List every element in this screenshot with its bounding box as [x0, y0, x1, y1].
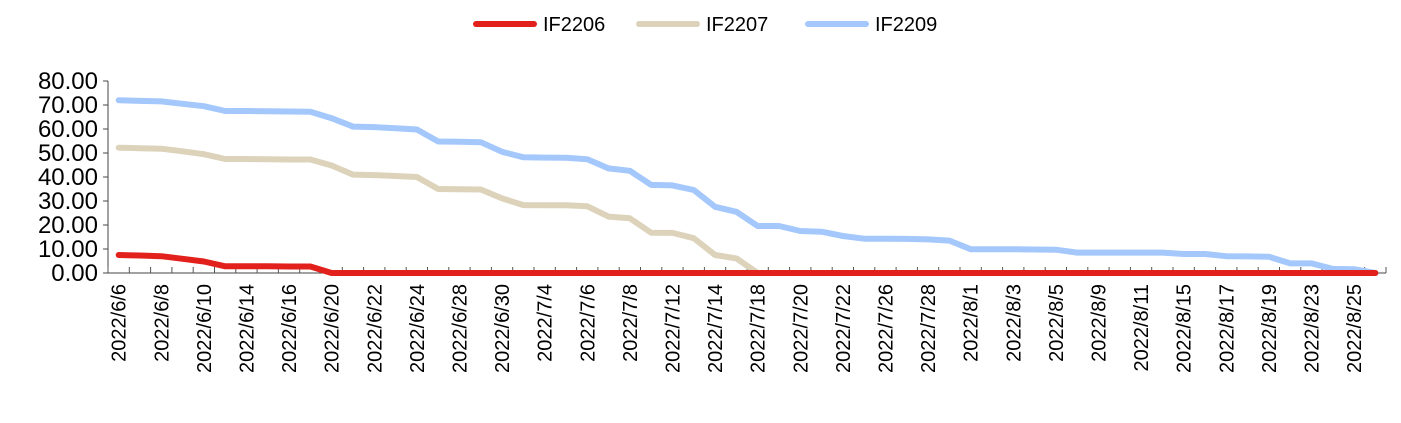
x-tick-label: 2022/7/18 — [748, 284, 770, 373]
x-tick-label: 2022/7/14 — [705, 284, 727, 373]
x-tick-label: 2022/8/15 — [1174, 284, 1196, 373]
y-tick-label: 80.00 — [38, 68, 98, 95]
x-tick-label: 2022/7/6 — [577, 284, 599, 362]
y-tick-label: 0.00 — [51, 260, 98, 287]
legend-label: IF2207 — [706, 14, 768, 36]
x-tick-label: 2022/7/8 — [620, 284, 642, 362]
x-tick-label: 2022/6/14 — [236, 284, 258, 373]
x-tick-label: 2022/7/22 — [833, 284, 855, 373]
series-lines — [115, 97, 1379, 276]
x-tick-label: 2022/8/1 — [961, 284, 983, 362]
x-tick-label: 2022/6/24 — [407, 284, 429, 373]
legend-item-if2209: IF2209 — [805, 14, 937, 36]
x-tick-label: 2022/7/26 — [875, 284, 897, 373]
y-tick-label: 30.00 — [38, 188, 98, 215]
legend-label: IF2206 — [543, 14, 605, 36]
y-tick-label: 20.00 — [38, 212, 98, 239]
x-tick-label: 2022/6/30 — [492, 284, 514, 373]
x-tick-label: 2022/7/20 — [790, 284, 812, 373]
x-tick-label: 2022/6/20 — [322, 284, 344, 373]
x-axis: 2022/6/6 2022/6/8 2022/6/10 2022/6/14 2022/6… — [107, 267, 1387, 373]
x-tick-label: 2022/8/17 — [1216, 284, 1238, 373]
x-tick-label: 2022/8/19 — [1259, 284, 1281, 373]
y-tick-label: 70.00 — [38, 92, 98, 119]
x-tick-label: 2022/6/10 — [194, 284, 216, 373]
x-tick-label: 2022/6/22 — [364, 284, 386, 373]
x-tick-label: 2022/8/23 — [1301, 284, 1323, 373]
x-tick-label: 2022/6/6 — [109, 284, 131, 362]
y-tick-label: 60.00 — [38, 116, 98, 143]
x-tick-label: 2022/6/8 — [151, 284, 173, 362]
x-tick-label: 2022/8/11 — [1131, 284, 1153, 372]
y-tick-label: 50.00 — [38, 140, 98, 167]
x-tick-label: 2022/8/25 — [1344, 284, 1366, 373]
legend: IF2206 IF2207 IF2209 — [473, 14, 937, 36]
x-tick-label: 2022/7/28 — [918, 284, 940, 373]
x-tick-label: 2022/8/5 — [1046, 284, 1068, 362]
series-line-if2209 — [115, 97, 1379, 276]
y-tick-label: 40.00 — [38, 164, 98, 191]
series-line-if2206 — [115, 252, 1379, 276]
y-axis: 0.0010.0020.0030.0040.0050.0060.0070.008… — [38, 68, 109, 287]
x-tick-label: 2022/7/12 — [662, 284, 684, 373]
x-tick-label: 2022/7/4 — [535, 284, 557, 362]
legend-item-if2206: IF2206 — [473, 14, 605, 36]
legend-label: IF2209 — [875, 14, 937, 36]
x-tick-label: 2022/6/28 — [449, 284, 471, 373]
x-tick-label: 2022/8/3 — [1003, 284, 1025, 362]
x-tick-label: 2022/6/16 — [279, 284, 301, 373]
x-tick-label: 2022/8/9 — [1088, 284, 1110, 362]
legend-item-if2207: IF2207 — [636, 14, 768, 36]
y-tick-label: 10.00 — [38, 236, 98, 263]
